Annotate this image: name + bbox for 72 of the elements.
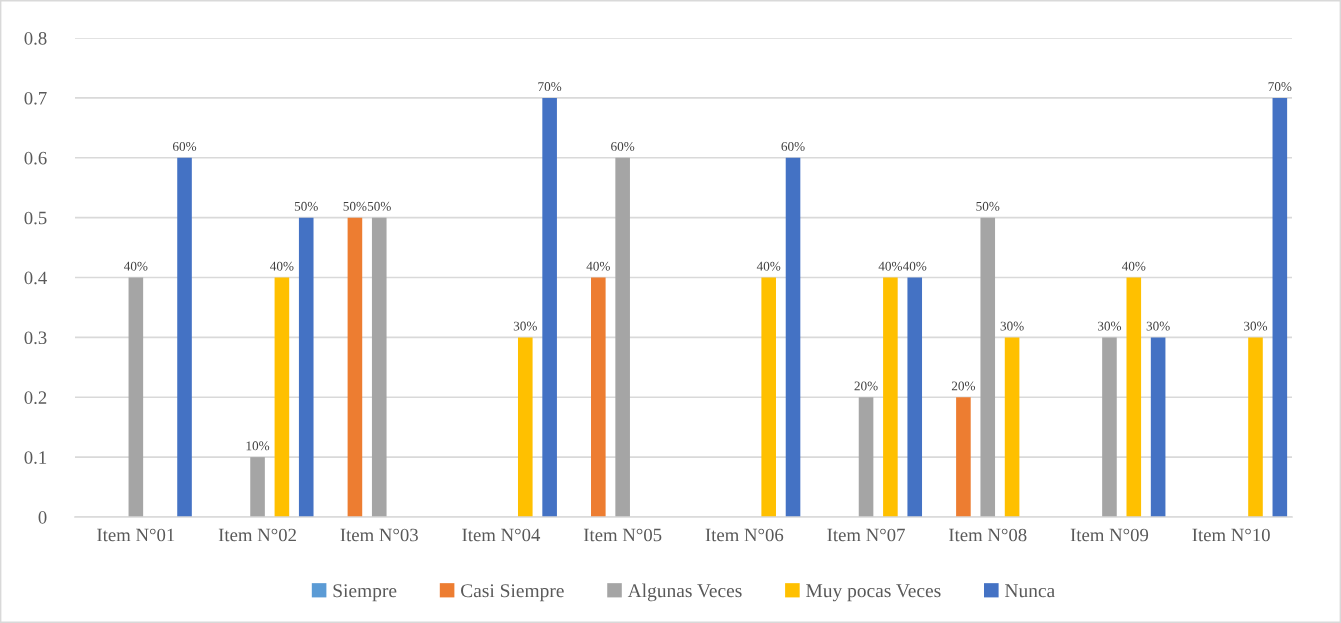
data-label: 40% [270,261,294,271]
data-label: 20% [854,381,878,391]
bar [128,277,144,517]
bar [1102,337,1117,517]
bar [177,157,192,517]
data-label: 60% [781,142,805,151]
bar [347,217,363,517]
x-tick-label: Item N°06 [705,528,784,542]
x-tick-label: Item N°07 [827,528,905,542]
y-tick-label: 0.7 [24,91,47,105]
x-tick-label: Item N°03 [340,528,418,542]
bar [907,277,923,517]
bar [761,277,776,517]
x-tick-label: Item N°05 [583,528,662,542]
x-tick-label: Item N°02 [218,528,296,542]
y-tick-label: 0.8 [24,32,47,45]
data-label: 40% [1121,261,1146,271]
data-label: 50% [976,201,1000,211]
data-label: 60% [611,142,635,151]
bar [615,157,630,517]
bar [274,277,290,517]
bar [250,457,265,517]
bar [1248,337,1263,517]
bar [980,217,996,517]
data-label: 40% [124,261,148,271]
y-tick-label: 0.5 [24,211,47,225]
legend-label: Algunas Veces [627,583,742,602]
bar [517,337,533,517]
bar [785,157,801,517]
x-tick-label: Item N°10 [1192,528,1270,542]
data-label: 70% [538,82,562,92]
y-tick-label: 0.2 [24,391,47,405]
bar [371,217,387,517]
data-label: 70% [1268,82,1292,92]
x-tick-label: Item N°09 [1070,528,1149,542]
data-label: 30% [1097,321,1122,331]
y-tick-label: 0.4 [24,271,47,285]
legend-label: Nunca [1005,584,1055,598]
legend-label: Siempre [333,584,397,602]
data-label: 50% [343,201,367,211]
data-label: 60% [173,142,197,151]
bar [1272,97,1288,517]
x-tick-label: Item N°08 [949,528,1027,542]
data-label: 50% [367,201,391,211]
data-label: 30% [1244,321,1268,331]
bar [1150,337,1166,517]
legend-label: Muy pocas Veces [806,584,941,602]
legend-label: Casi Siempre [461,584,564,602]
bar [883,277,898,517]
bar [591,277,606,517]
data-label: 40% [756,261,781,271]
y-tick-label: 0.3 [24,331,47,345]
bar [956,397,971,517]
y-tick-label: 0.1 [24,451,47,464]
bar [1004,337,1020,517]
y-tick-label: 0 [38,511,47,524]
bar [1126,277,1142,517]
data-label: 30% [1146,321,1170,331]
data-label: 40% [586,261,610,271]
y-tick-label: 0.6 [24,151,47,165]
data-label: 10% [246,441,270,451]
data-label: 20% [951,381,976,391]
x-tick-label: Item N°04 [462,528,541,542]
x-tick-label: Item N°01 [97,528,175,542]
data-label: 40% [878,261,903,271]
bar [858,397,874,517]
data-label: 30% [1000,321,1024,331]
data-label: 30% [513,321,537,331]
data-label: 50% [294,201,318,211]
data-label: 40% [902,261,927,271]
bar [542,97,557,517]
bar [298,217,314,517]
